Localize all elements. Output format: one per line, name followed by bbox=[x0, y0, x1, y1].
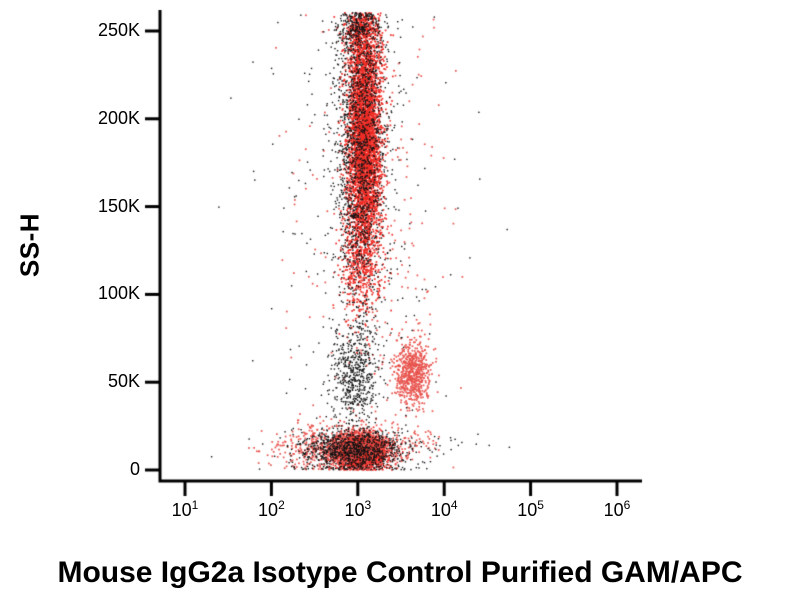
x-tick-label: 102 bbox=[258, 498, 285, 520]
x-tick-label: 106 bbox=[603, 498, 631, 520]
y-tick-label: 150K bbox=[97, 195, 140, 216]
x-tick-label: 105 bbox=[517, 498, 544, 520]
y-tick-label: 0 bbox=[129, 459, 140, 479]
y-tick-label: 200K bbox=[97, 107, 140, 128]
y-tick-label: 100K bbox=[97, 283, 140, 304]
chart-title: Mouse IgG2a Isotype Control Purified GAM… bbox=[57, 556, 743, 589]
x-tick-label: 103 bbox=[344, 498, 372, 520]
x-tick-label: 101 bbox=[171, 498, 199, 520]
y-tick-label: 50K bbox=[107, 371, 140, 392]
y-tick-label: 250K bbox=[97, 20, 140, 40]
y-axis-label: SS-H bbox=[14, 212, 45, 278]
x-tick-label: 104 bbox=[430, 498, 458, 520]
